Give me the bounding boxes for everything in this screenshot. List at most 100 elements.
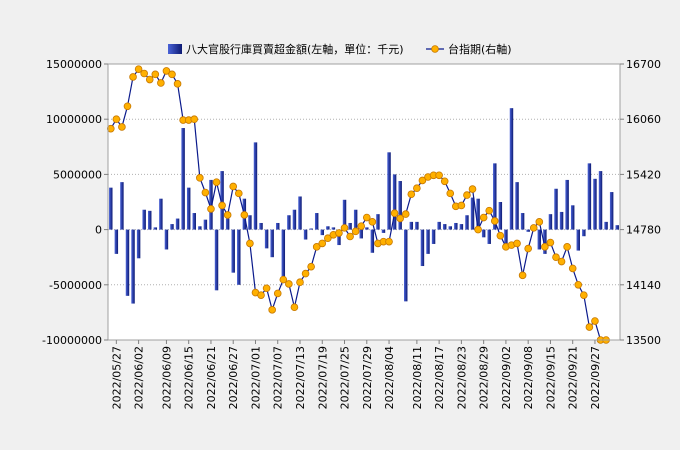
bar	[314, 213, 319, 230]
index-point	[468, 185, 477, 193]
bar	[498, 202, 503, 230]
index-point	[201, 188, 210, 197]
bar	[281, 229, 286, 279]
index-point	[273, 289, 282, 298]
x-tick-label: 2022/07/29	[361, 346, 374, 409]
bar	[548, 214, 553, 230]
bar	[353, 209, 358, 230]
index-point	[446, 189, 455, 198]
bar	[598, 171, 603, 230]
index-point	[268, 306, 276, 314]
index-point	[257, 291, 265, 299]
axis-layer: -10000000 -5000000 0 5000000 10000000 1500000…	[42, 58, 661, 409]
bar	[148, 210, 152, 230]
left-tick-label: 5000000	[53, 168, 102, 181]
x-tick-label: 2022/08/29	[478, 346, 491, 409]
bar	[381, 229, 386, 233]
bar	[370, 229, 375, 253]
bar	[359, 229, 363, 239]
bar	[582, 229, 586, 237]
bar	[487, 229, 491, 244]
index-point	[134, 65, 143, 73]
index-point	[190, 115, 199, 123]
index-point	[541, 243, 549, 251]
legend-line-marker	[431, 45, 439, 53]
index-point	[223, 211, 232, 219]
bar	[248, 215, 252, 230]
right-tick-label: 15420	[626, 168, 661, 181]
index-point	[262, 284, 271, 293]
index-point	[279, 275, 288, 284]
bar	[320, 229, 324, 236]
legend-line-label: 台指期(右軸)	[448, 42, 512, 56]
bar	[203, 219, 208, 230]
index-point	[123, 102, 132, 111]
index-point	[340, 224, 349, 232]
bar	[565, 179, 569, 230]
index-point	[440, 177, 449, 186]
right-tick-label: 14780	[626, 224, 661, 237]
x-tick-label: 2022/09/27	[589, 346, 602, 409]
index-point	[234, 189, 243, 198]
bar	[136, 229, 141, 259]
x-tick-label: 2022/07/01	[249, 346, 262, 409]
index-point	[212, 178, 221, 186]
x-tick-label: 2022/08/04	[383, 346, 396, 409]
bar	[387, 152, 391, 230]
index-point	[401, 210, 410, 218]
bar	[515, 182, 519, 230]
index-point	[524, 244, 532, 253]
bar	[426, 229, 430, 254]
bar	[114, 229, 119, 254]
bar	[593, 178, 597, 230]
index-point	[145, 75, 154, 84]
x-tick-label: 2022/07/25	[339, 346, 352, 409]
x-tick-label: 2022/09/15	[544, 346, 557, 409]
bar	[604, 221, 608, 230]
bar	[537, 229, 542, 250]
bar	[554, 188, 558, 230]
x-tick-label: 2022/09/08	[522, 346, 535, 409]
bar	[420, 229, 425, 267]
index-point	[418, 176, 427, 185]
bar	[504, 229, 508, 247]
index-point	[485, 206, 494, 215]
bar	[270, 229, 274, 258]
bar	[153, 227, 158, 230]
index-point	[324, 234, 332, 243]
bar	[298, 196, 302, 230]
bar	[454, 222, 458, 230]
bar	[159, 198, 163, 230]
bar	[264, 229, 269, 249]
index-point	[196, 174, 204, 182]
x-tick-label: 2022/06/09	[160, 346, 173, 409]
right-tick-label: 14140	[626, 279, 661, 292]
index-point	[390, 209, 399, 218]
index-point	[557, 257, 566, 266]
left-tick-label: 15000000	[46, 58, 102, 71]
index-point	[246, 239, 254, 248]
bar	[220, 171, 224, 230]
bar	[237, 229, 241, 285]
index-point	[513, 239, 521, 248]
index-point	[585, 323, 594, 331]
index-point	[335, 229, 343, 237]
x-tick-label: 2022/08/11	[411, 346, 424, 409]
x-tick-label: 2022/08/17	[433, 346, 446, 409]
index-point	[240, 211, 249, 219]
bar	[326, 226, 330, 230]
x-tick-label: 2022/09/21	[567, 346, 580, 409]
bar	[570, 205, 575, 230]
bar	[459, 224, 464, 230]
bar	[409, 221, 414, 230]
index-point	[296, 278, 304, 287]
index-point	[312, 243, 321, 251]
bar	[337, 229, 341, 246]
left-tick-label: -5000000	[49, 279, 102, 292]
bar	[120, 182, 124, 230]
index-point	[307, 262, 315, 271]
bar	[520, 213, 525, 230]
bar	[186, 187, 191, 230]
bar	[276, 222, 280, 230]
